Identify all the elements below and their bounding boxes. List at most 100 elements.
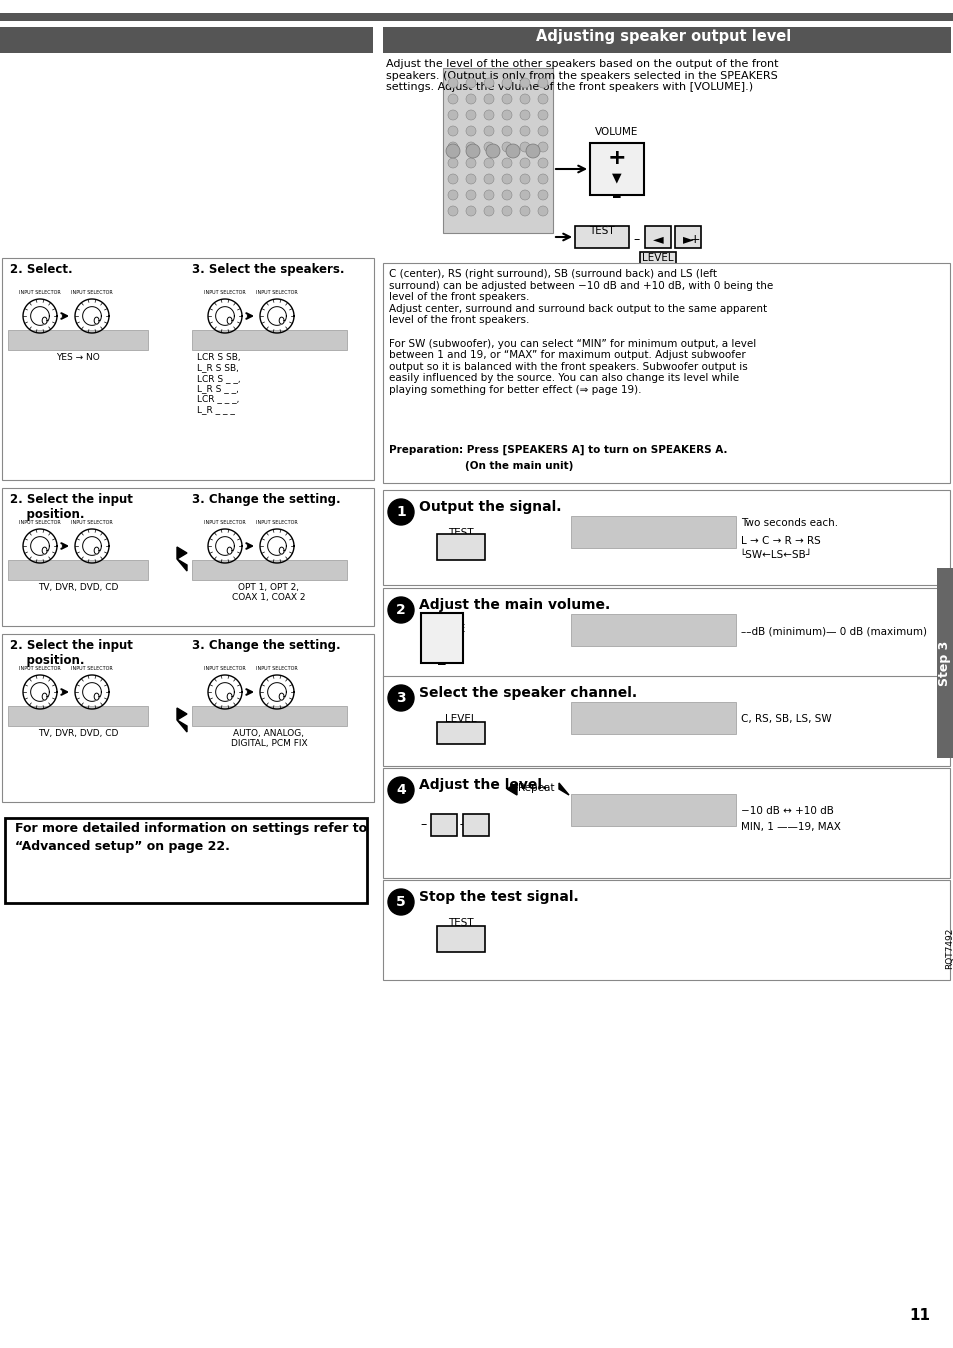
- Text: 2. Select the input
    position.: 2. Select the input position.: [10, 639, 132, 667]
- Text: Adjust the level.: Adjust the level.: [418, 778, 547, 793]
- Circle shape: [448, 190, 457, 200]
- Text: 5: 5: [395, 895, 405, 909]
- Circle shape: [483, 78, 494, 88]
- Circle shape: [525, 144, 539, 158]
- Circle shape: [501, 158, 512, 168]
- Circle shape: [537, 142, 547, 152]
- Text: VOLUME: VOLUME: [422, 624, 466, 634]
- Text: INPUT SELECTOR: INPUT SELECTOR: [204, 666, 246, 671]
- Polygon shape: [506, 783, 517, 795]
- Bar: [382, 588, 949, 678]
- Circle shape: [448, 206, 457, 216]
- Bar: [0, 13, 953, 22]
- Circle shape: [465, 125, 476, 136]
- Text: TEST: TEST: [589, 226, 614, 236]
- Text: Adjusting speaker output level: Adjusting speaker output level: [536, 30, 791, 44]
- Polygon shape: [177, 559, 187, 572]
- Circle shape: [465, 206, 476, 216]
- Text: Two seconds each.: Two seconds each.: [740, 518, 838, 528]
- Circle shape: [448, 94, 457, 104]
- Text: VOLUME: VOLUME: [595, 127, 638, 137]
- Circle shape: [519, 125, 530, 136]
- Text: Repeat: Repeat: [517, 783, 554, 793]
- Text: TEST: TEST: [448, 918, 474, 927]
- Circle shape: [501, 142, 512, 152]
- Polygon shape: [227, 693, 232, 700]
- Circle shape: [537, 78, 547, 88]
- Circle shape: [448, 174, 457, 183]
- Text: 11: 11: [908, 1308, 929, 1322]
- Text: C (center), RS (right surround), SB (surround back) and LS (left
surround) can b: C (center), RS (right surround), SB (sur…: [389, 270, 773, 395]
- Circle shape: [519, 206, 530, 216]
- Text: +: +: [689, 233, 700, 245]
- Text: Adjust the level of the other speakers based on the output of the front
speakers: Adjust the level of the other speakers b…: [386, 59, 778, 92]
- Circle shape: [483, 206, 494, 216]
- Text: INPUT SELECTOR: INPUT SELECTOR: [255, 520, 297, 524]
- Bar: [382, 491, 949, 585]
- Circle shape: [483, 111, 494, 120]
- Text: Stop the test signal.: Stop the test signal.: [418, 890, 578, 905]
- Polygon shape: [94, 317, 99, 324]
- Text: C, RS, SB, LS, SW: C, RS, SB, LS, SW: [740, 714, 831, 724]
- Circle shape: [501, 94, 512, 104]
- Circle shape: [465, 158, 476, 168]
- Circle shape: [448, 111, 457, 120]
- Circle shape: [483, 158, 494, 168]
- Text: Output the signal.: Output the signal.: [418, 500, 561, 514]
- Bar: [2, 257, 374, 480]
- Polygon shape: [177, 720, 187, 732]
- Text: LEVEL: LEVEL: [445, 714, 476, 724]
- Text: LEVEL: LEVEL: [641, 253, 673, 263]
- Text: 2. Select the input
    position.: 2. Select the input position.: [10, 493, 132, 520]
- Circle shape: [388, 685, 414, 710]
- Circle shape: [501, 190, 512, 200]
- Circle shape: [448, 78, 457, 88]
- Text: TEST: TEST: [448, 528, 474, 538]
- Text: ▼: ▼: [612, 171, 621, 183]
- Circle shape: [519, 78, 530, 88]
- Circle shape: [537, 174, 547, 183]
- Bar: [442, 67, 553, 233]
- Bar: [436, 534, 484, 559]
- Polygon shape: [558, 783, 568, 795]
- Circle shape: [519, 142, 530, 152]
- Polygon shape: [94, 547, 99, 554]
- Circle shape: [537, 158, 547, 168]
- Bar: [2, 488, 374, 625]
- Circle shape: [483, 142, 494, 152]
- Bar: [382, 880, 949, 980]
- Bar: [0, 27, 373, 53]
- Bar: [2, 634, 374, 802]
- Circle shape: [465, 94, 476, 104]
- Circle shape: [519, 158, 530, 168]
- Bar: [575, 226, 628, 248]
- Circle shape: [519, 111, 530, 120]
- Bar: [639, 252, 676, 274]
- Circle shape: [519, 190, 530, 200]
- Polygon shape: [177, 547, 187, 559]
- Circle shape: [501, 174, 512, 183]
- Text: 3: 3: [395, 692, 405, 705]
- Text: INPUT SELECTOR: INPUT SELECTOR: [71, 666, 112, 671]
- Text: −10 dB ↔ +10 dB: −10 dB ↔ +10 dB: [740, 806, 833, 816]
- Polygon shape: [177, 708, 187, 720]
- Circle shape: [501, 111, 512, 120]
- Circle shape: [537, 206, 547, 216]
- Text: INPUT SELECTOR: INPUT SELECTOR: [19, 520, 61, 524]
- Bar: [675, 226, 700, 248]
- Bar: [571, 613, 735, 646]
- Circle shape: [505, 144, 519, 158]
- Polygon shape: [227, 547, 232, 554]
- Polygon shape: [279, 317, 284, 324]
- Text: Step 3: Step 3: [938, 640, 950, 686]
- Circle shape: [446, 144, 459, 158]
- Bar: [192, 706, 347, 727]
- Circle shape: [483, 125, 494, 136]
- Text: 3. Select the speakers.: 3. Select the speakers.: [192, 263, 344, 276]
- Circle shape: [485, 144, 499, 158]
- Circle shape: [483, 190, 494, 200]
- Text: +: +: [434, 632, 450, 651]
- Text: OPT 1, OPT 2,
COAX 1, COAX 2: OPT 1, OPT 2, COAX 1, COAX 2: [232, 582, 305, 603]
- Text: –: –: [612, 187, 621, 206]
- Circle shape: [448, 158, 457, 168]
